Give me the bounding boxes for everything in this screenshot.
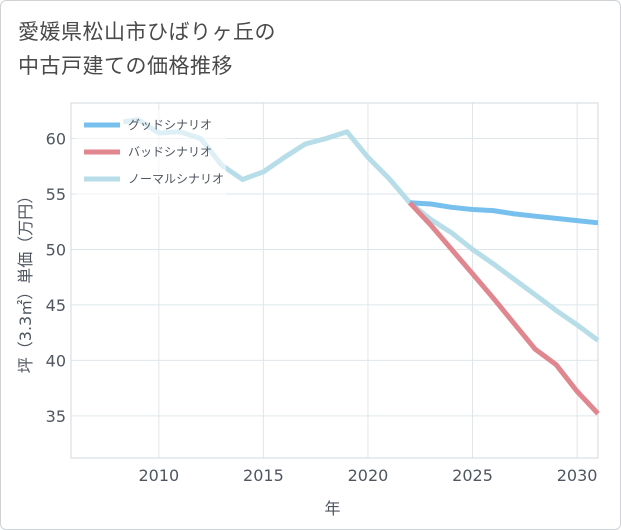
series-line-0 <box>409 200 599 226</box>
y-tick-label: 40 <box>46 351 66 370</box>
x-tick-label: 2015 <box>243 466 284 485</box>
y-tick-label: 55 <box>46 185 66 204</box>
legend-label-0: グッドシナリオ <box>128 118 212 132</box>
x-tick-label: 2010 <box>138 466 179 485</box>
y-axis: 35 40 45 50 55 60 <box>46 130 66 426</box>
y-tick-label: 60 <box>46 130 66 149</box>
x-axis: 2010 2015 2020 2025 2030 <box>138 466 597 485</box>
plot-area <box>70 102 599 459</box>
plot-border <box>70 102 599 459</box>
legend-label-2: ノーマルシナリオ <box>128 172 224 186</box>
y-tick-label: 45 <box>46 296 66 315</box>
legend-label-1: バッドシナリオ <box>128 145 212 159</box>
chart-title-line2: 中古戸建ての価格推移 <box>18 54 233 78</box>
grid <box>71 103 598 458</box>
x-tick-label: 2030 <box>557 466 598 485</box>
x-axis-label: 年 <box>324 499 340 518</box>
chart-title-line1: 愛媛県松山市ひばりヶ丘の <box>18 20 276 44</box>
series-line-1 <box>407 201 600 416</box>
x-tick-label: 2025 <box>452 466 493 485</box>
x-tick-label: 2020 <box>348 466 389 485</box>
chart-title: 愛媛県松山市ひばりヶ丘の 中古戸建ての価格推移 <box>18 15 578 83</box>
y-tick-label: 35 <box>46 407 66 426</box>
y-tick-label: 50 <box>46 240 66 259</box>
y-axis-label: 坪（3.3㎡）単価（万円） <box>16 188 35 373</box>
